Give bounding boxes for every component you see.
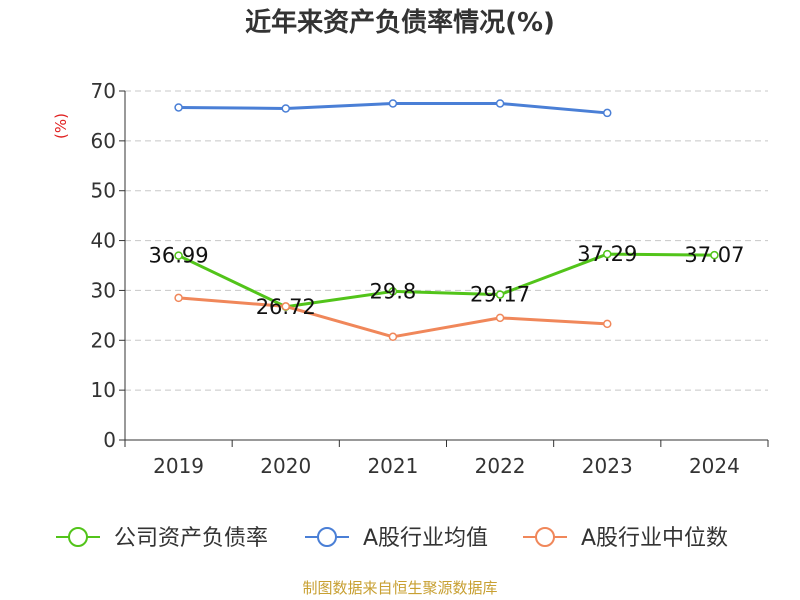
data-point: [174, 251, 183, 260]
data-label: 26.72: [256, 295, 316, 319]
data-label: 37.29: [577, 242, 637, 266]
data-point: [281, 302, 290, 311]
chart-title: 近年来资产负债率情况(%): [245, 7, 555, 38]
data-source-note: 制图数据来自恒生聚源数据库: [302, 579, 497, 597]
y-tick-label: 30: [91, 278, 116, 302]
series-line: [178, 296, 608, 339]
data-point: [174, 293, 183, 303]
data-point: [281, 104, 290, 113]
legend-item[interactable]: A股行业均值: [305, 526, 488, 551]
data-point: [495, 99, 505, 108]
data-point: [603, 319, 612, 329]
data-label: 37.07: [684, 243, 744, 267]
legend-item[interactable]: A股行业中位数: [523, 526, 728, 551]
grid-lines: [125, 90, 768, 391]
legend-marker: [317, 527, 337, 547]
data-label: 36.99: [149, 244, 209, 268]
data-point: [388, 99, 398, 108]
data-label: 29.8: [370, 279, 417, 303]
data-point: [710, 250, 719, 260]
y-axis-unit: (%): [52, 113, 70, 139]
x-tick-label: 2022: [475, 454, 526, 478]
x-tick-label: 2021: [367, 454, 418, 478]
legend-marker: [535, 527, 555, 547]
legend-item[interactable]: 公司资产负债率: [56, 526, 268, 551]
x-tick-label: 2020: [260, 454, 311, 478]
series-line: [177, 252, 715, 309]
y-tick-label: 40: [91, 229, 116, 253]
data-point: [388, 332, 398, 342]
y-tick-label: 60: [91, 129, 116, 153]
x-tick-label: 2024: [689, 454, 740, 478]
y-tick-label: 70: [91, 79, 116, 103]
data-point: [495, 290, 505, 299]
legend[interactable]: 公司资产负债率 A股行业均值 A股行业中位数: [56, 526, 728, 551]
data-point: [174, 103, 183, 112]
y-tick-label: 50: [91, 179, 116, 203]
data-labels: 36.99 26.72 29.8 29.17 37.29 37.07: [149, 242, 745, 319]
legend-marker: [68, 527, 88, 547]
legend-label: A股行业中位数: [581, 526, 728, 551]
data-point: [603, 108, 612, 118]
data-point: [603, 249, 612, 259]
x-tick-label: 2019: [153, 454, 204, 478]
legend-label: A股行业均值: [363, 526, 488, 551]
y-tick-label: 10: [91, 378, 116, 402]
y-tick-label: 20: [91, 328, 116, 352]
series-group: [174, 99, 719, 342]
data-point: [495, 313, 505, 323]
y-tick-label: 0: [103, 428, 116, 452]
data-point: [388, 287, 398, 296]
axes: 0 10 20 30 40 50 60 70 2019 2020 2021 2022 2023 2024: [91, 79, 769, 478]
x-tick-label: 2023: [582, 454, 633, 478]
legend-label: 公司资产负债率: [114, 526, 268, 551]
data-label: 29.17: [470, 283, 530, 307]
